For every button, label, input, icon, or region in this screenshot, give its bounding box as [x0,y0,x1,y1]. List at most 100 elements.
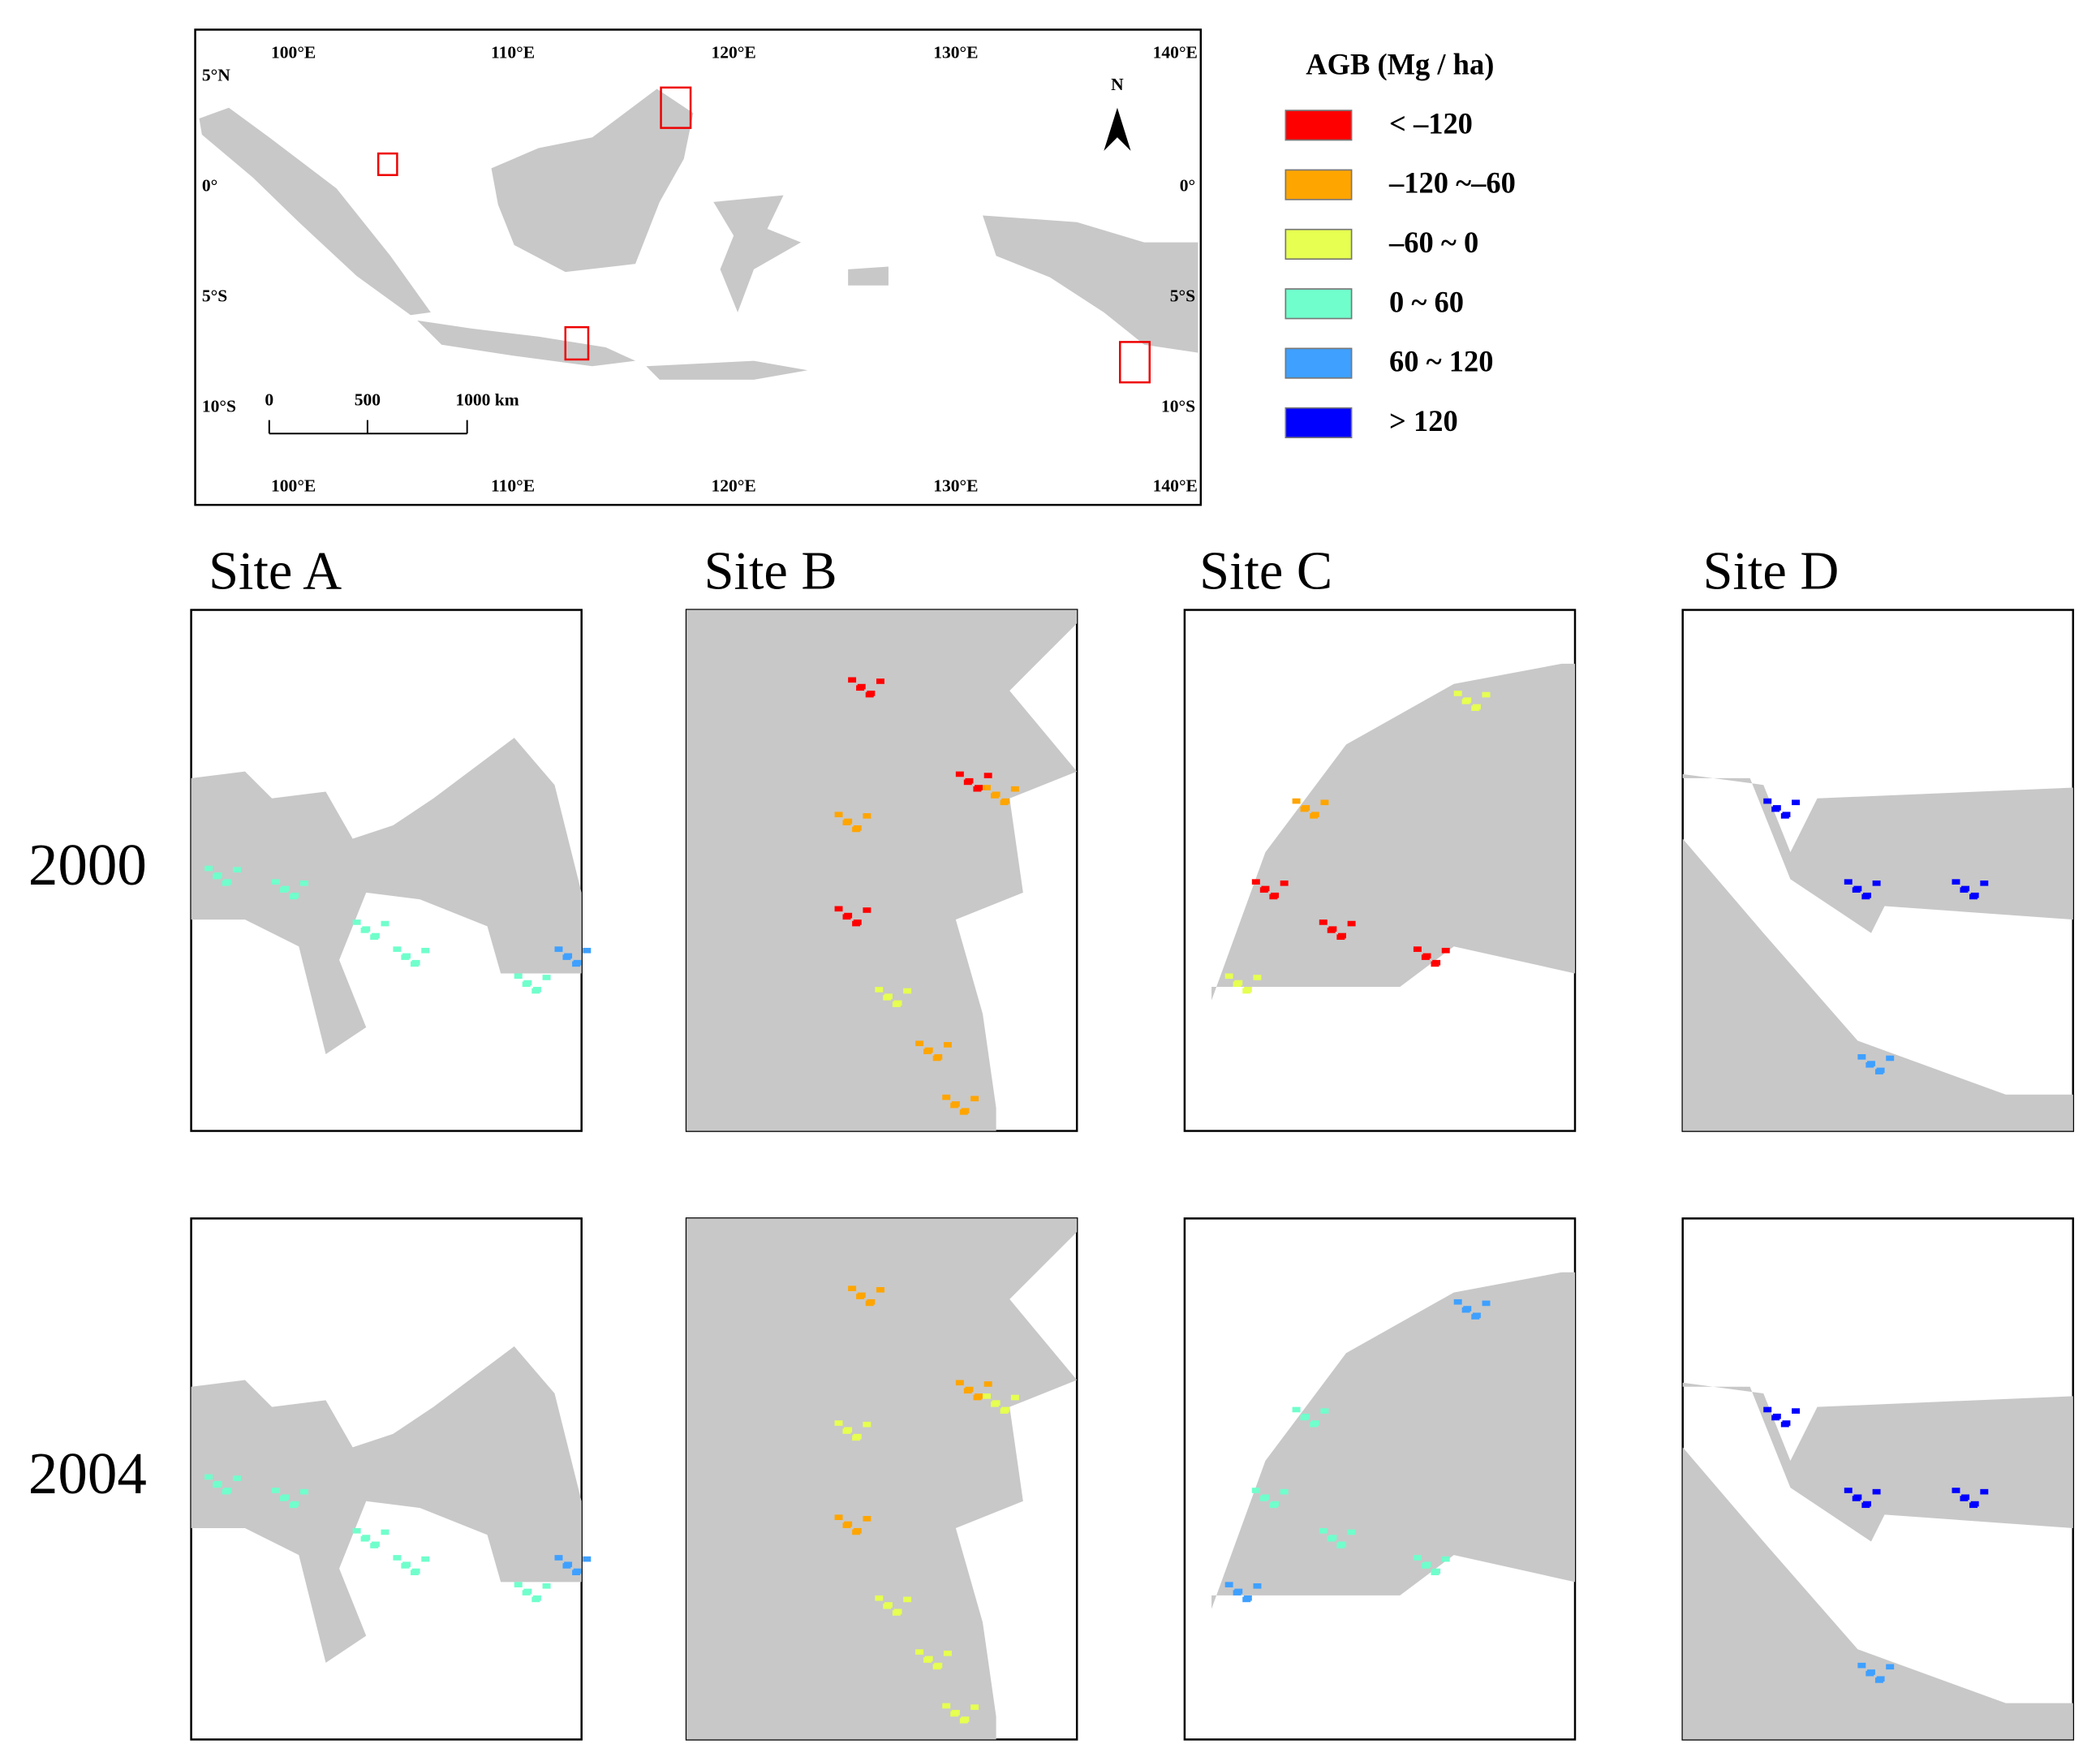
agb-pixels [942,1094,951,1100]
site-panel [190,1217,592,1741]
overview-map: N 100°E 110°E 120°E 130°E 140°E 100°E 110°E 120… [194,28,1203,506]
agb-pixels [1347,1529,1356,1535]
agb-pixels [554,946,563,952]
land [199,88,1198,380]
agb-pixels [360,928,369,933]
agb-pixels [1861,894,1870,900]
agb-pixels [963,1388,972,1394]
agb-pixels [959,1717,968,1724]
agb-pixels [1320,1408,1329,1414]
agb-pixels [848,677,857,683]
year-label: 2004 [28,1440,147,1506]
agb-pixels [863,907,871,913]
north-label: N [1111,75,1124,94]
agb-pixels [915,1649,924,1655]
agb-pixels [883,995,892,1001]
agb-pixels [1300,1415,1309,1421]
agb-pixels [848,1285,857,1291]
agb-pixels [1792,799,1801,806]
legend-swatch [1285,110,1353,141]
agb-pixels [1874,1677,1883,1683]
agb-pixels [1327,928,1336,933]
land [686,609,1078,1131]
agb-pixels [876,1286,884,1293]
agb-pixels [393,946,402,952]
agb-pixels [410,1570,419,1576]
agb-pixels [973,1394,982,1401]
agb-pixels [1886,1055,1895,1062]
bottom-label: 120°E [711,476,755,496]
agb-pixels [1310,813,1319,819]
agb-pixels [876,678,884,684]
agb-pixels [1259,1496,1268,1501]
agb-pixels [381,920,389,927]
agb-pixels [421,1556,430,1562]
agb-pixels [1310,1421,1319,1428]
agb-pixels [1253,1583,1262,1589]
agb-pixels [1251,879,1260,885]
agb-pixels [1874,1069,1883,1074]
agb-pixels [1872,880,1881,886]
site-title: Site A [209,541,342,601]
legend-swatch [1285,288,1353,320]
agb-pixels [1319,1527,1328,1534]
agb-pixels [1471,1314,1480,1320]
agb-pixels [393,1555,402,1561]
agb-pixels [1952,1488,1960,1493]
agb-pixels [204,865,213,872]
site-panel [1681,1217,2075,1741]
agb-pixels [923,1049,932,1054]
agb-pixels [834,1514,843,1521]
land [1682,1447,2073,1740]
agb-pixels [875,1595,884,1601]
agb-pixels [865,1300,874,1307]
agb-pixels [1453,1298,1462,1305]
agb-pixels [1969,894,1978,900]
agb-pixels [1771,1415,1780,1421]
top-label: 140°E [1153,42,1198,62]
north-arrow: N [1104,75,1131,151]
legend-label: 60 ~ 120 [1389,345,1493,378]
agb-pixels [1865,1670,1874,1677]
agb-pixels [983,785,992,790]
agb-pixels [272,1488,281,1493]
agb-pixels [352,1527,361,1534]
land [1682,838,2073,1131]
agb-pixels [562,954,571,960]
agb-pixels [1242,988,1251,994]
legend-label: > 120 [1389,404,1458,437]
agb-pixels [401,1563,410,1569]
agb-pixels [1000,1408,1009,1414]
site-title: Site D [1703,541,1840,601]
agb-pixels [834,1420,843,1426]
site-boxes [377,86,1151,384]
agb-pixels [1224,973,1233,980]
agb-pixels [834,812,843,818]
agb-pixels [1980,1488,1989,1495]
site-panel [1183,609,1577,1132]
agb-pixels [991,1402,999,1407]
legend-swatch [1285,347,1353,379]
agb-pixels [955,1380,964,1386]
agb-pixels [1233,1590,1241,1596]
agb-pixels [963,779,972,786]
agb-pixels [410,961,419,967]
agb-pixels [1280,880,1289,886]
agb-pixels [1865,1062,1874,1068]
legend-label: < –120 [1389,106,1473,140]
agb-pixels [1233,981,1241,988]
agb-pixels [360,1535,369,1542]
agb-pixels [299,880,308,886]
agb-pixels [834,906,843,912]
site-panel [1681,609,2075,1132]
site-panel [685,609,1078,1132]
agb-pixels [1872,1488,1881,1495]
agb-pixels [863,813,871,819]
agb-pixels [522,981,531,988]
agb-pixels [1431,961,1439,967]
agb-pixels [903,988,912,994]
agb-pixels [1320,799,1329,806]
agb-pixels [1327,1535,1336,1542]
agb-pixels [272,879,281,885]
agb-pixels [1319,919,1328,925]
